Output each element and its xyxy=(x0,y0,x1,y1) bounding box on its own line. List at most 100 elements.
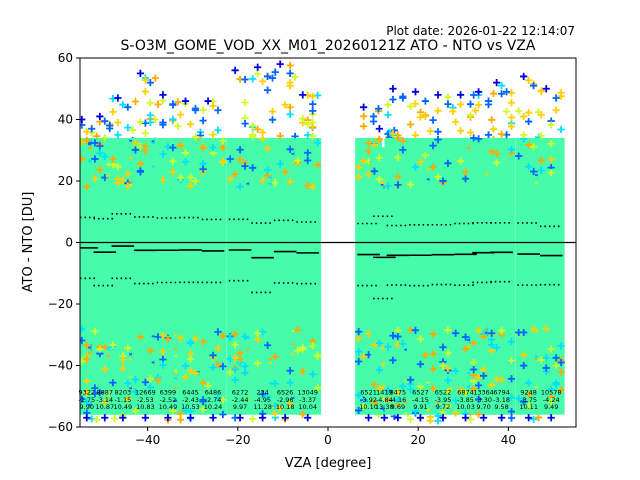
scatter-point xyxy=(299,367,307,376)
scatter-point xyxy=(537,111,545,119)
mean-label: -3.18 xyxy=(493,396,510,404)
x-tick-label: 0 xyxy=(324,433,332,447)
scatter-point xyxy=(299,410,307,419)
scatter-point xyxy=(461,345,470,353)
scatter-point xyxy=(199,338,207,346)
scatter-point xyxy=(281,101,289,109)
scatter-point xyxy=(124,170,132,178)
scatter-point xyxy=(515,152,523,160)
scatter-point xyxy=(547,385,555,393)
scatter-point xyxy=(96,112,104,121)
scatter-point xyxy=(146,118,154,126)
scatter-point xyxy=(241,98,249,107)
std-label: 13.38 xyxy=(375,403,394,411)
scatter-point xyxy=(547,156,555,164)
std-label: 10.53 xyxy=(181,403,200,411)
scatter-core-band xyxy=(271,137,279,415)
scatter-core-band xyxy=(547,137,555,415)
scatter-point xyxy=(83,398,91,406)
scatter-point xyxy=(159,176,167,184)
scatter-point xyxy=(547,414,555,422)
scatter-point xyxy=(204,97,212,105)
scatter-core-band xyxy=(177,137,185,415)
scatter-point xyxy=(439,343,447,351)
scatter-point xyxy=(146,383,154,392)
scatter-point xyxy=(219,143,227,152)
scatter-point xyxy=(226,333,234,342)
scatter-point xyxy=(507,99,516,107)
scatter-point xyxy=(271,402,279,410)
scatter-core-band xyxy=(355,137,363,415)
scatter-core-band xyxy=(204,137,212,415)
scatter-point xyxy=(525,108,533,117)
scatter-point xyxy=(537,166,545,175)
scatter-point xyxy=(241,75,249,84)
scatter-core-band xyxy=(254,137,262,415)
scatter-point xyxy=(286,400,294,408)
scatter-point xyxy=(498,414,506,422)
scatter-point xyxy=(547,169,555,177)
scatter-point xyxy=(254,125,262,134)
scatter-point xyxy=(384,101,392,109)
scatter-point xyxy=(493,150,501,158)
std-label: 9.58 xyxy=(494,403,508,411)
mean-label: -4.15 xyxy=(412,396,429,404)
scatter-core-band xyxy=(159,137,167,415)
scatter-point xyxy=(444,93,452,101)
scatter-point xyxy=(219,332,227,340)
scatter-core-band xyxy=(96,137,104,415)
count-label: 9322 xyxy=(78,389,95,397)
std-label: 10.24 xyxy=(204,403,223,411)
scatter-point xyxy=(534,413,543,422)
count-label: 6522 xyxy=(435,389,452,397)
scatter-point xyxy=(124,124,132,132)
scatter-point xyxy=(309,183,317,191)
scatter-core-band xyxy=(314,137,322,415)
count-label: 6521 xyxy=(360,389,377,397)
scatter-point xyxy=(236,349,244,357)
scatter-point xyxy=(444,100,452,108)
scatter-point xyxy=(204,382,212,390)
scatter-point xyxy=(416,113,425,121)
scatter-point xyxy=(461,168,470,176)
scatter-point xyxy=(83,128,91,136)
scatter-point xyxy=(214,394,222,402)
scatter-point xyxy=(470,377,478,385)
scatter-point xyxy=(444,402,452,410)
scatter-point xyxy=(399,137,407,145)
scatter-core-band xyxy=(470,137,478,415)
scatter-point xyxy=(186,367,195,375)
x-tick-label: 20 xyxy=(411,433,426,447)
scatter-point xyxy=(271,179,279,187)
scatter-point xyxy=(276,404,284,412)
std-label: 11.28 xyxy=(253,403,272,411)
x-axis: −40 −20 0 20 40 xyxy=(135,427,516,447)
scatter-point xyxy=(249,122,257,130)
scatter-point xyxy=(259,328,267,336)
scatter-point xyxy=(83,377,91,385)
scatter-point xyxy=(249,164,257,172)
scatter-core-band xyxy=(299,137,307,415)
scatter-point xyxy=(186,173,195,182)
scatter-point xyxy=(309,100,317,108)
scatter-core-band xyxy=(411,137,419,415)
scatter-core-band xyxy=(407,137,415,415)
scatter-point xyxy=(181,373,190,381)
scatter-point xyxy=(411,100,420,108)
scatter-point xyxy=(131,388,140,396)
scatter-point xyxy=(91,327,99,336)
scatter-point xyxy=(96,142,104,150)
scatter-point xyxy=(299,115,307,123)
std-label: 10.18 xyxy=(276,403,295,411)
count-label: 234 xyxy=(256,389,268,397)
scatter-point xyxy=(434,107,442,115)
scatter-point xyxy=(416,360,425,368)
scatter-point xyxy=(249,133,257,141)
scatter-point xyxy=(384,396,392,404)
scatter-point xyxy=(159,91,167,99)
scatter-point xyxy=(475,395,483,403)
scatter-point xyxy=(530,143,538,151)
scatter-point xyxy=(461,333,470,341)
mean-label: -4.95 xyxy=(254,396,271,404)
scatter-point xyxy=(314,352,322,360)
